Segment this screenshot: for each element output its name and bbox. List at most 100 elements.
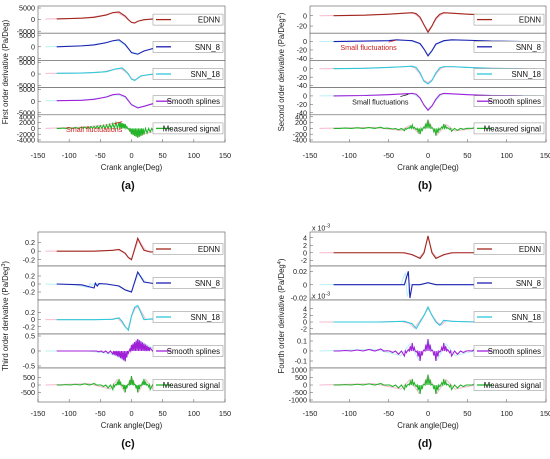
subplot-smooth-splines: 0.10-0.1 Smooth splines (295, 333, 547, 369)
legend: Smooth splines (152, 95, 224, 107)
y-tick-label: 2000 (19, 118, 35, 127)
y-tick-label: -5000 (17, 27, 35, 36)
y-tick-label: 0 (31, 315, 35, 324)
y-tick-label: 0 (31, 70, 35, 79)
series-line-snn_8 (333, 271, 523, 299)
y-axis-label-power: 3 (1, 264, 7, 267)
legend-label: SNN_8 (195, 279, 220, 288)
y-tick-label: 0 (31, 42, 35, 51)
series-line-snn_18 (56, 304, 207, 332)
y-tick-label: 2 (303, 241, 307, 250)
legend-box (152, 122, 224, 135)
y-tick-label: 500 (295, 373, 307, 382)
y-tick-label: -40 (297, 81, 307, 90)
y-tick-label: 0 (303, 381, 307, 390)
legend-box (152, 379, 224, 391)
legend-box (473, 379, 545, 391)
y-tick-label: 500 (23, 373, 35, 382)
legend-box (152, 311, 224, 323)
legend-box (473, 95, 545, 107)
y-tick-label: 0.02 (293, 267, 307, 276)
legend-label: Smooth splines (167, 97, 220, 106)
y-tick-label: 0 (31, 347, 35, 356)
panel-letter: (d) (418, 438, 432, 450)
legend-box (152, 345, 224, 357)
y-tick-label: 5000 (19, 85, 35, 94)
x-tick-label: -100 (62, 151, 77, 160)
y-tick-label: -500 (293, 388, 307, 397)
legend-label: Measured signal (163, 124, 220, 133)
legend-label: SNN_18 (191, 70, 220, 79)
legend-label: Smooth splines (488, 347, 541, 356)
y-axis-label: First order derivative (Pa/Deg) (1, 19, 10, 124)
y-tick-label: 0.2 (25, 272, 35, 281)
panel-letter: (c) (121, 438, 135, 450)
annotation-arrow (388, 39, 397, 43)
y-tick-label: 4000 (19, 112, 35, 121)
y-axis-label-text: Third order derivative (Pa/Deg (1, 267, 10, 371)
y-tick-label: 5000 (19, 4, 35, 13)
y-tick-label: -20 (297, 22, 307, 31)
y-tick-label: -0.5 (23, 362, 35, 371)
y-tick-label: -5000 (17, 54, 35, 63)
y-axis-label: Fourth order derivative (Pa/Deg4) (277, 258, 286, 373)
y-tick-label: 0.2 (25, 308, 35, 317)
series-line-ednn (333, 235, 523, 260)
legend-label: SNN_8 (195, 43, 220, 52)
series-line-snn_18 (333, 305, 523, 330)
x-tick-label: -50 (95, 409, 106, 418)
y-tick-label: 0 (303, 37, 307, 46)
legend: EDNN (152, 243, 224, 255)
y-axis-label-text: Fourth order derivative (Pa/Deg (277, 264, 286, 373)
x-tick-label: 150 (219, 409, 231, 418)
legend-box (473, 345, 545, 357)
y-tick-label: 0 (31, 280, 35, 289)
y-tick-label: -20 (297, 46, 307, 55)
y-tick-label: -4000 (17, 136, 35, 145)
y-axis-label-close: ) (277, 12, 286, 15)
y-tick-label: 0 (31, 15, 35, 24)
legend: SNN_8 (152, 277, 224, 289)
annotation-text: Small fluctuations (66, 125, 123, 134)
x-tick-label: -100 (342, 151, 357, 160)
x-tick-label: -150 (31, 151, 46, 160)
y-axis-label: Second order derivative (Pa/Deg2) (277, 12, 286, 131)
subplot-frame (309, 5, 547, 34)
legend: SNN_18 (473, 68, 545, 80)
legend-label: SNN_8 (516, 43, 541, 52)
legend-box (152, 243, 224, 255)
x-tick-label: 150 (219, 151, 231, 160)
legend-label: SNN_18 (512, 70, 541, 79)
legend-label: EDNN (198, 245, 220, 254)
legend-box (473, 68, 545, 80)
legend-label: SNN_18 (512, 313, 541, 322)
panel-2: 0.20-0.2EDNN0.20-0.2SNN_80.20-0.2SNN_180… (1, 231, 231, 450)
legend-box (473, 122, 545, 135)
y-tick-label: 0.5 (25, 332, 35, 341)
series-line-measured-signal (333, 119, 517, 136)
subplot-measured-signal: 5000-500 Measured signal (21, 367, 226, 403)
x-axis-label: Crank angle(Deg) (397, 163, 459, 172)
legend: Smooth splines (473, 345, 545, 357)
y-tick-label: -0.2 (23, 255, 35, 264)
legend-box (473, 13, 545, 26)
exponent-label: x 10-3 (312, 224, 330, 233)
panel-0: 50000-5000EDNN50000-5000SNN_850000-5000S… (1, 4, 231, 192)
x-tick-label: 150 (540, 409, 550, 418)
exponent-base: x 10 (312, 294, 325, 301)
y-tick-label: -500 (21, 388, 35, 397)
legend-label: EDNN (198, 16, 220, 25)
y-tick-label: -1000 (289, 396, 307, 405)
y-tick-label: 0 (31, 381, 35, 390)
legend-box (152, 41, 224, 53)
subplot-ednn: 420-2 x 10-3 EDNN (301, 224, 547, 267)
y-tick-label: -2 (301, 324, 307, 333)
y-tick-label: 200 (295, 118, 307, 127)
y-tick-label: 0 (31, 247, 35, 256)
y-axis-label-text: Second order derivative (Pa/Deg (277, 18, 286, 131)
y-tick-label: 0 (303, 318, 307, 327)
x-tick-label: 100 (500, 409, 512, 418)
y-tick-label: 0 (303, 64, 307, 73)
